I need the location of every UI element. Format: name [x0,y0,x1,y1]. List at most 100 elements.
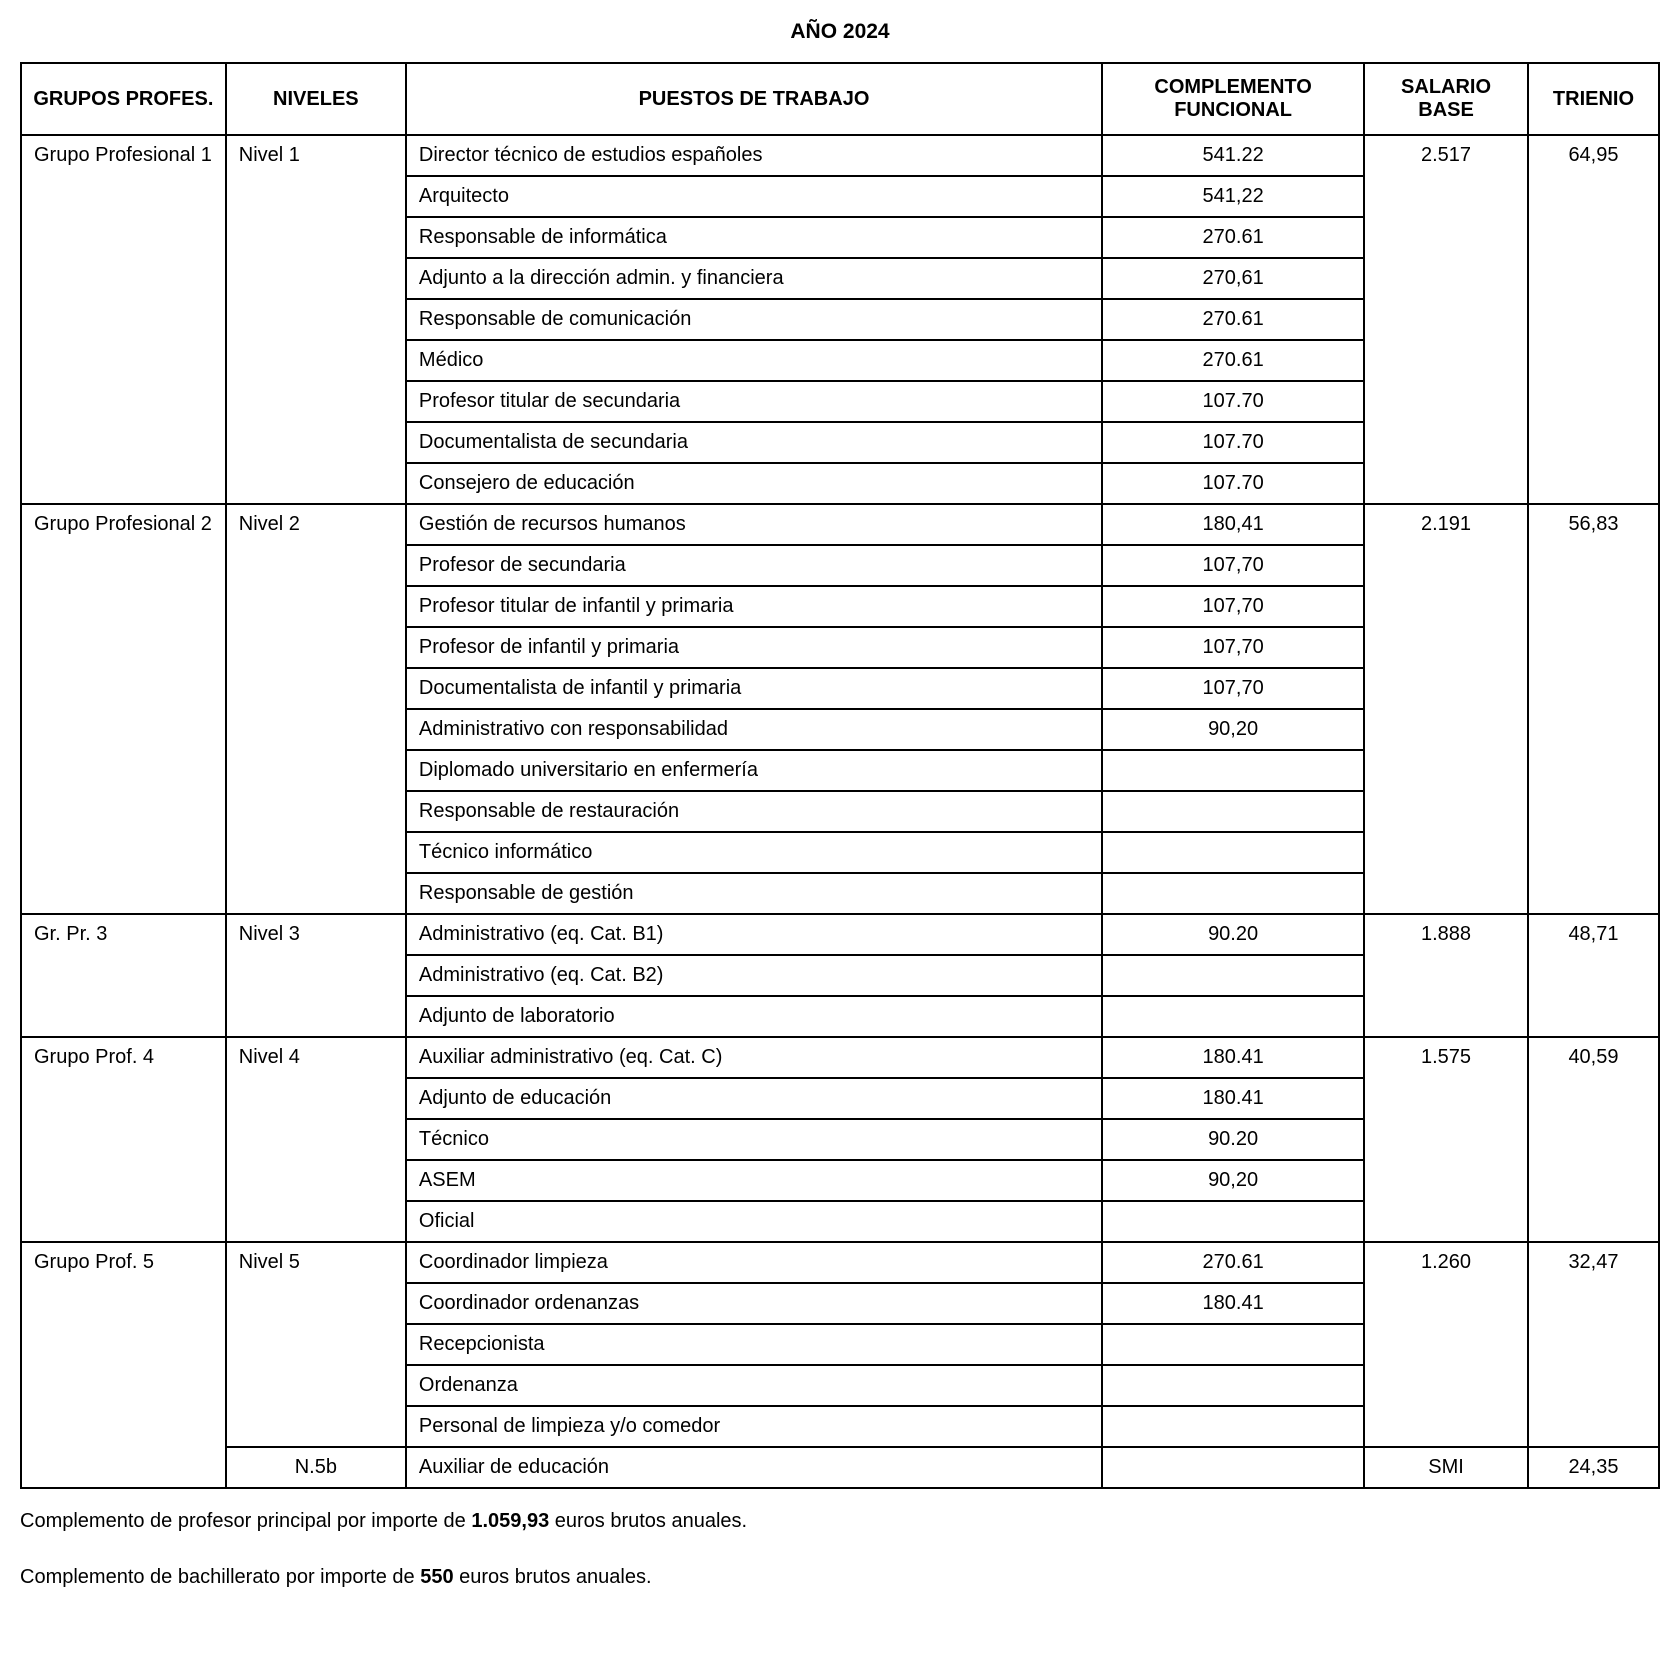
cell-trienio: 24,35 [1528,1447,1659,1488]
footnote-prefix: Complemento de bachillerato por importe … [20,1566,420,1588]
header-complemento: COMPLEMENTO FUNCIONAL [1102,63,1364,135]
cell-puesto: Auxiliar administrativo (eq. Cat. C) [406,1037,1102,1078]
cell-puesto: Documentalista de infantil y primaria [406,668,1102,709]
cell-complemento [1102,1365,1364,1406]
cell-puesto: Técnico informático [406,832,1102,873]
cell-complemento [1102,1324,1364,1365]
cell-puesto: Coordinador ordenanzas [406,1283,1102,1324]
cell-puesto: Médico [406,340,1102,381]
cell-complemento: 270.61 [1102,1242,1364,1283]
cell-salario: 1.260 [1364,1242,1528,1447]
cell-salario: 2.191 [1364,504,1528,914]
cell-puesto: Profesor titular de secundaria [406,381,1102,422]
header-trienio: TRIENIO [1528,63,1659,135]
cell-complemento [1102,1406,1364,1447]
cell-complemento: 90.20 [1102,1119,1364,1160]
cell-puesto: Consejero de educación [406,463,1102,504]
cell-puesto: Documentalista de secundaria [406,422,1102,463]
cell-complemento [1102,1447,1364,1488]
cell-nivel: Nivel 4 [226,1037,406,1242]
footnote-prefix: Complemento de profesor principal por im… [20,1510,471,1532]
cell-grupo: Grupo Profesional 1 [21,135,226,504]
cell-salario: 1.575 [1364,1037,1528,1242]
cell-puesto: Auxiliar de educación [406,1447,1102,1488]
cell-puesto: Adjunto de laboratorio [406,996,1102,1037]
cell-puesto: Responsable de informática [406,217,1102,258]
cell-complemento: 107,70 [1102,668,1364,709]
cell-complemento: 107,70 [1102,545,1364,586]
cell-complemento [1102,750,1364,791]
cell-complemento: 270.61 [1102,299,1364,340]
cell-grupo: Grupo Profesional 2 [21,504,226,914]
cell-puesto: Adjunto de educación [406,1078,1102,1119]
cell-puesto: ASEM [406,1160,1102,1201]
cell-complemento [1102,1201,1364,1242]
footnote-suffix: euros brutos anuales. [549,1510,747,1532]
cell-nivel: Nivel 3 [226,914,406,1037]
header-grupos: GRUPOS PROFES. [21,63,226,135]
cell-puesto: Responsable de gestión [406,873,1102,914]
cell-complemento: 107.70 [1102,422,1364,463]
cell-puesto: Diplomado universitario en enfermería [406,750,1102,791]
cell-nivel: Nivel 2 [226,504,406,914]
cell-nivel: Nivel 5 [226,1242,406,1447]
table-header-row: GRUPOS PROFES. NIVELES PUESTOS DE TRABAJ… [21,63,1659,135]
cell-complemento: 90,20 [1102,1160,1364,1201]
cell-complemento: 90,20 [1102,709,1364,750]
cell-complemento: 180,41 [1102,504,1364,545]
cell-puesto: Profesor de secundaria [406,545,1102,586]
cell-puesto: Ordenanza [406,1365,1102,1406]
cell-puesto: Arquitecto [406,176,1102,217]
header-salario: SALARIO BASE [1364,63,1528,135]
cell-nivel: N.5b [226,1447,406,1488]
cell-complemento: 180.41 [1102,1283,1364,1324]
cell-puesto: Gestión de recursos humanos [406,504,1102,545]
cell-grupo: Grupo Prof. 5 [21,1242,226,1488]
footnote: Complemento de profesor principal por im… [20,1503,1660,1539]
cell-trienio: 32,47 [1528,1242,1659,1447]
cell-complemento: 270,61 [1102,258,1364,299]
cell-puesto: Profesor de infantil y primaria [406,627,1102,668]
salary-table: GRUPOS PROFES. NIVELES PUESTOS DE TRABAJ… [20,62,1660,1489]
footnote-suffix: euros brutos anuales. [454,1566,652,1588]
cell-grupo: Gr. Pr. 3 [21,914,226,1037]
cell-complemento: 180.41 [1102,1078,1364,1119]
cell-complemento [1102,955,1364,996]
footnote-bold: 550 [420,1566,453,1588]
cell-trienio: 64,95 [1528,135,1659,504]
cell-puesto: Administrativo (eq. Cat. B1) [406,914,1102,955]
cell-puesto: Administrativo con responsabilidad [406,709,1102,750]
page-title: AÑO 2024 [20,20,1660,44]
cell-complemento: 107.70 [1102,381,1364,422]
cell-puesto: Coordinador limpieza [406,1242,1102,1283]
cell-complemento: 180.41 [1102,1037,1364,1078]
cell-salario: 1.888 [1364,914,1528,1037]
cell-complemento: 270.61 [1102,217,1364,258]
cell-puesto: Responsable de restauración [406,791,1102,832]
footnote-bold: 1.059,93 [471,1510,549,1532]
cell-complemento: 107,70 [1102,586,1364,627]
cell-grupo: Grupo Prof. 4 [21,1037,226,1242]
cell-puesto: Adjunto a la dirección admin. y financie… [406,258,1102,299]
cell-trienio: 56,83 [1528,504,1659,914]
cell-complemento: 541,22 [1102,176,1364,217]
footnote: Complemento de bachillerato por importe … [20,1559,1660,1595]
cell-complemento [1102,873,1364,914]
cell-puesto: Director técnico de estudios españoles [406,135,1102,176]
cell-trienio: 40,59 [1528,1037,1659,1242]
header-puestos: PUESTOS DE TRABAJO [406,63,1102,135]
cell-puesto: Profesor titular de infantil y primaria [406,586,1102,627]
cell-complemento: 541.22 [1102,135,1364,176]
cell-complemento: 90.20 [1102,914,1364,955]
cell-complemento [1102,791,1364,832]
cell-puesto: Administrativo (eq. Cat. B2) [406,955,1102,996]
table-row: Grupo Profesional 1Nivel 1Director técni… [21,135,1659,176]
cell-nivel: Nivel 1 [226,135,406,504]
cell-puesto: Oficial [406,1201,1102,1242]
cell-complemento: 107.70 [1102,463,1364,504]
table-row: Grupo Prof. 5Nivel 5Coordinador limpieza… [21,1242,1659,1283]
cell-complemento [1102,996,1364,1037]
table-row: Gr. Pr. 3Nivel 3Administrativo (eq. Cat.… [21,914,1659,955]
cell-complemento [1102,832,1364,873]
cell-complemento: 270.61 [1102,340,1364,381]
